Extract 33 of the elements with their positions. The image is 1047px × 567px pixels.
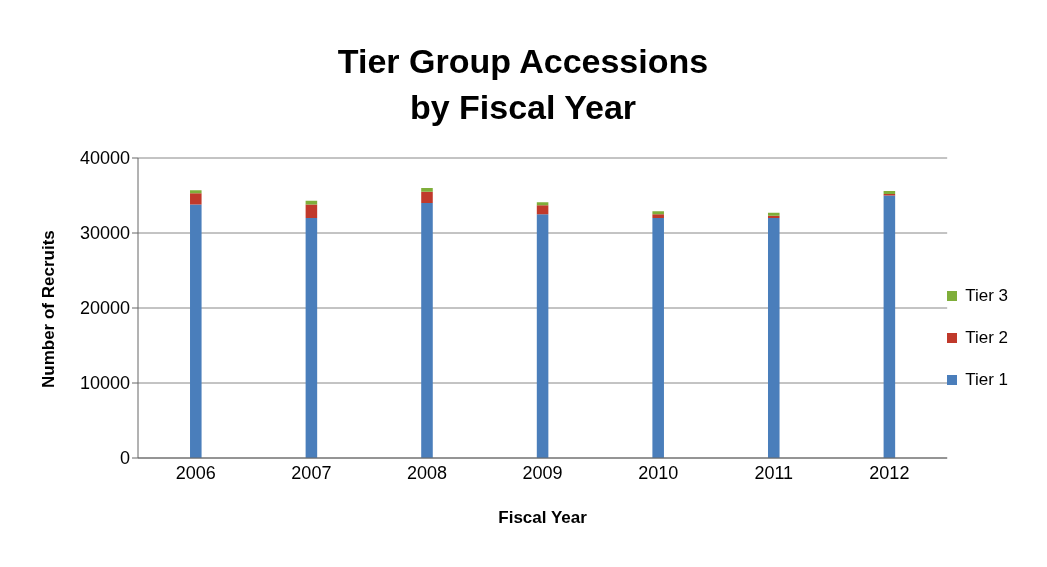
bar xyxy=(190,204,202,458)
x-tick-label: 2011 xyxy=(754,462,794,483)
x-tick-label: 2007 xyxy=(291,462,332,483)
bar xyxy=(536,214,549,458)
y-tick-label: 0 xyxy=(119,448,130,469)
bar xyxy=(421,203,433,458)
y-tick-label: 10000 xyxy=(79,373,130,394)
x-axis-title: Fiscal Year xyxy=(498,508,588,527)
y-tick-label: 30000 xyxy=(79,223,130,244)
bar xyxy=(190,193,202,205)
legend-label: Tier 1 xyxy=(965,370,1008,390)
x-tick-label: 2008 xyxy=(406,462,448,483)
y-tick-label: 20000 xyxy=(79,298,130,319)
x-tick-label: 2006 xyxy=(175,462,216,483)
x-tick-label: 2009 xyxy=(522,462,563,483)
y-axis-title: Number of Recruits xyxy=(39,230,59,388)
bar xyxy=(305,200,318,205)
y-tick-label: 40000 xyxy=(79,148,130,169)
bar xyxy=(421,191,433,203)
legend-label: Tier 3 xyxy=(965,286,1008,306)
chart-title: Tier Group Accessions by Fiscal Year xyxy=(336,41,710,128)
bar xyxy=(652,218,664,458)
bar xyxy=(883,195,896,458)
x-tick-label: 2012 xyxy=(869,462,910,483)
bar xyxy=(305,218,318,458)
bar xyxy=(305,204,318,218)
bar xyxy=(536,202,549,206)
bar xyxy=(421,188,433,192)
bar xyxy=(190,190,202,194)
legend-label: Tier 2 xyxy=(965,328,1008,348)
bar xyxy=(536,205,549,215)
bar xyxy=(768,218,780,458)
x-tick-label: 2010 xyxy=(638,462,679,483)
